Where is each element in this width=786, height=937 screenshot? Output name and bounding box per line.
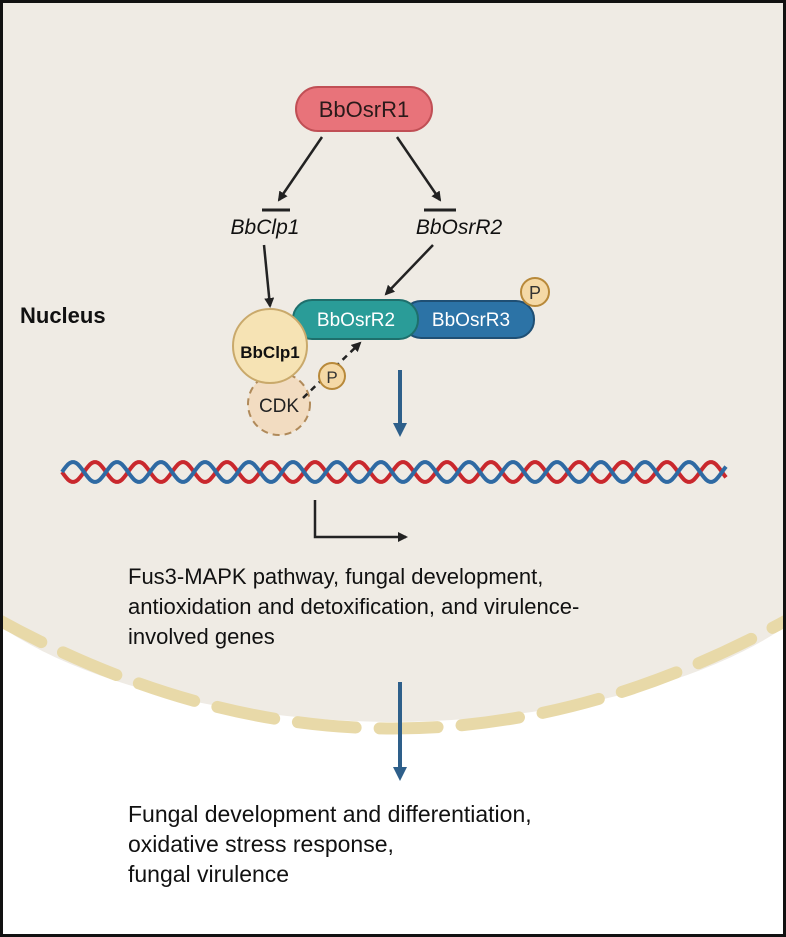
nucleus xyxy=(2,2,784,735)
target-genes-line-3: involved genes xyxy=(128,624,275,649)
clp1-protein-label: BbClp1 xyxy=(240,343,300,362)
clp1-protein xyxy=(232,308,308,384)
phospho-osrr3-label: P xyxy=(529,283,541,303)
clp1-gene-label: BbClp1 xyxy=(231,216,300,239)
inhibit-arrow-clp1 xyxy=(277,136,324,202)
osrr1-label: BbOsrR1 xyxy=(319,97,409,122)
cdk-phosphorylation-arrow xyxy=(302,341,362,399)
nucleus-body xyxy=(2,2,784,722)
osrr2-expression-arrow xyxy=(384,244,434,296)
cdk-label: CDK xyxy=(259,396,299,417)
osrr2-gene-label: BbOsrR2 xyxy=(416,216,503,239)
target-genes-line-1: Fus3-MAPK pathway, fungal development, xyxy=(128,564,543,589)
phospho-cdk xyxy=(318,362,346,390)
phospho-osrr3 xyxy=(520,277,550,307)
outcome-line-3: fungal virulence xyxy=(128,861,289,887)
osrr2-label: BbOsrR2 xyxy=(317,310,395,331)
osrr1-node xyxy=(295,86,433,132)
transcription-start-arrow xyxy=(313,500,408,542)
target-genes-line-2: antioxidation and detoxification, and vi… xyxy=(128,594,579,619)
dna-helix xyxy=(60,460,728,484)
outcome-line-2: oxidative stress response, xyxy=(128,831,394,857)
osrr3-label: BbOsrR3 xyxy=(432,310,510,331)
nuclear-membrane xyxy=(2,614,784,735)
phospho-cdk-label: P xyxy=(326,368,337,387)
inhibit-arrow-osrr2 xyxy=(395,136,442,202)
dna-strand-blue xyxy=(60,460,728,484)
outcome-line-1: Fungal development and differentiation, xyxy=(128,801,532,827)
clp1-expression-arrow xyxy=(262,244,275,308)
nucleus-label: Nucleus xyxy=(20,303,106,328)
